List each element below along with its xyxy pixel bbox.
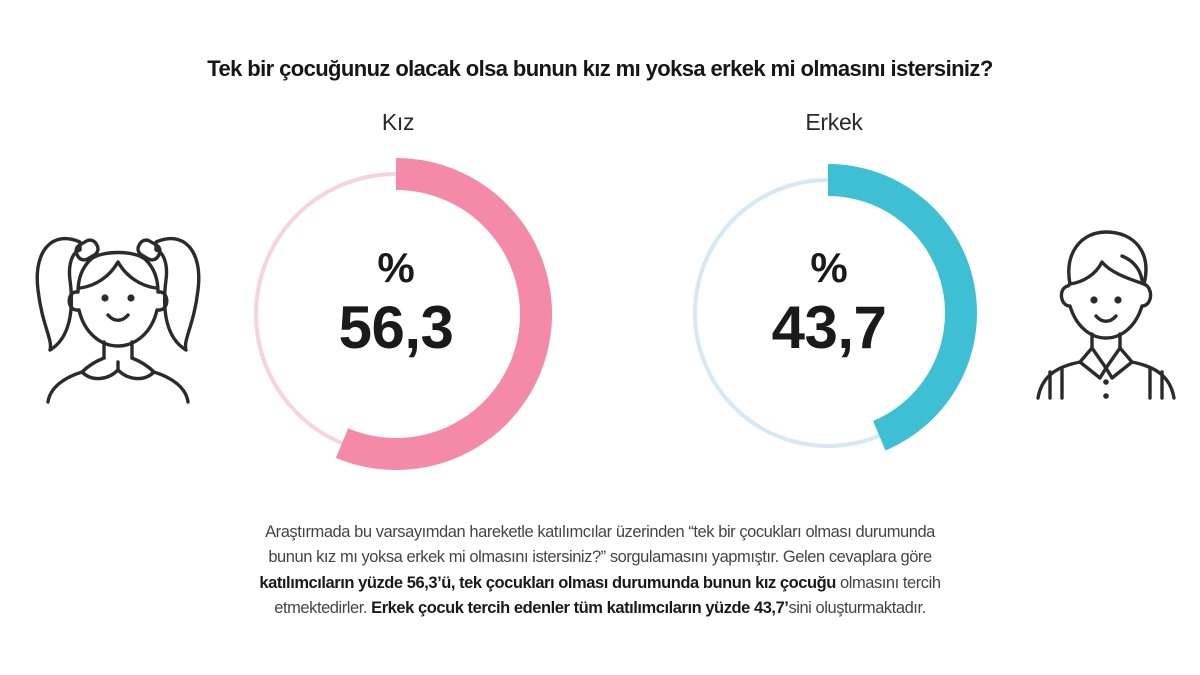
paragraph-line-4: etmektedirler. Erkek çocuk tercih edenle… — [150, 596, 1050, 621]
chart-title: Tek bir çocuğunuz olacak olsa bunun kız … — [207, 56, 993, 81]
highlight-girl-result: katılımcıların yüzde 56,3’ü, tek çocukla… — [259, 573, 836, 592]
girl-icon — [35, 236, 201, 404]
donut-label-boy: Erkek — [805, 109, 863, 135]
paragraph-line-2: bunun kız mı yoksa erkek mi olmasını ist… — [268, 548, 932, 567]
paragraph-line-1: Araştırmada bu varsayımdan hareketle kat… — [265, 523, 935, 541]
percent-value-girl: 56,3 — [338, 294, 454, 361]
donut-arc-boy — [827, 164, 977, 451]
donut-chart-girl: % 56,3 — [226, 150, 566, 490]
percent-value-boy: 43,7 — [771, 294, 887, 361]
paragraph-line-3-rest: olmasını tercih — [835, 573, 941, 592]
paragraph-line-3: katılımcıların yüzde 56,3’ü, tek çocukla… — [150, 571, 1050, 596]
paragraph-line-4-rest: sini oluşturmaktadır. — [788, 598, 926, 617]
donut-arc-girl — [335, 158, 552, 470]
highlight-boy-result: Erkek çocuk tercih edenler tüm katılımcı… — [371, 598, 789, 617]
description-paragraph: Araştırmada bu varsayımdan hareketle kat… — [150, 520, 1050, 621]
percent-sign-girl: % — [377, 244, 415, 291]
boy-icon — [1036, 230, 1176, 400]
percent-sign-boy: % — [810, 244, 848, 291]
donut-label-girl: Kız — [381, 109, 415, 135]
paragraph-line-4-start: etmektedirler. — [274, 598, 372, 617]
donut-chart-boy: % 43,7 — [659, 150, 999, 490]
